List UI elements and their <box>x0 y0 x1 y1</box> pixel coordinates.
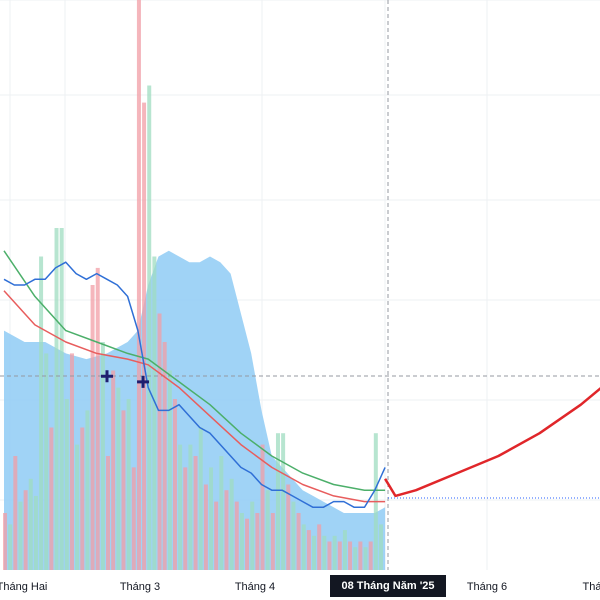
x-tick-label: Thá <box>583 581 600 593</box>
volume-bar <box>270 513 275 570</box>
projection-line <box>384 387 600 498</box>
volume-bar <box>275 433 280 570</box>
volume-bar <box>193 456 198 570</box>
volume-bar <box>162 342 167 570</box>
volume-bar <box>332 535 337 570</box>
volume-bar <box>106 456 111 570</box>
volume-bar <box>13 456 18 570</box>
cursor-label: 08 Tháng Năm '25 <box>330 575 446 597</box>
x-tick-label: Tháng Hai <box>0 581 47 593</box>
volume-bar <box>312 535 317 570</box>
volume-bar <box>281 433 286 570</box>
volume-bar <box>64 399 69 570</box>
ma-line-green <box>3 250 386 491</box>
volume-bar <box>59 228 64 570</box>
volume-bar <box>327 541 332 570</box>
volume-bar <box>358 541 363 570</box>
volume-bar <box>378 524 383 570</box>
volume-bar <box>121 410 126 570</box>
volume-bar <box>90 285 95 570</box>
volume-bar <box>178 444 183 570</box>
volume-bar <box>219 456 224 570</box>
volume-bar <box>69 353 74 570</box>
volume-bar <box>23 490 28 570</box>
volume-bar <box>18 501 23 570</box>
volume-bar <box>188 444 193 570</box>
volume-bar <box>49 427 54 570</box>
volume-bar <box>198 427 203 570</box>
volume-bar <box>44 353 49 570</box>
volume-bar <box>172 399 177 570</box>
volume-bar <box>8 524 13 570</box>
volume-bar <box>80 427 85 570</box>
volume-bar <box>131 467 136 570</box>
x-tick-label: Tháng 3 <box>120 581 160 593</box>
volume-bar <box>229 478 234 570</box>
volume-bar <box>167 370 172 570</box>
volume-bar <box>111 370 116 570</box>
volume-bar <box>85 410 90 570</box>
blue-series-line <box>3 261 386 509</box>
x-tick-label: Tháng 4 <box>235 581 275 593</box>
volume-bar <box>353 547 358 570</box>
volume-bar <box>234 501 239 570</box>
volume-bar <box>260 444 265 570</box>
x-tick-label: Tháng 6 <box>467 581 507 593</box>
volume-bar <box>363 547 368 570</box>
volume-bar <box>291 501 296 570</box>
volume-bar <box>250 501 255 570</box>
volume-bar <box>239 513 244 570</box>
volume-bar <box>224 490 229 570</box>
volume-bar <box>286 484 291 570</box>
volume-bar <box>255 513 260 570</box>
volume-bar <box>245 518 250 570</box>
volume-bar <box>100 342 105 570</box>
cross-marker <box>101 370 113 383</box>
volume-bar <box>317 524 322 570</box>
volume-bar <box>33 495 38 570</box>
volume-bar <box>136 0 141 570</box>
volume-bar <box>95 267 100 570</box>
volume-bar <box>28 478 33 570</box>
volume-bar <box>3 513 8 570</box>
volume-bar <box>368 541 373 570</box>
volume-bar <box>322 535 327 570</box>
volume-bar <box>301 524 306 570</box>
volume-bar <box>116 387 121 570</box>
volume-bar <box>39 256 44 570</box>
volume-bar <box>296 513 301 570</box>
volume-bar <box>54 228 59 570</box>
volume-bar <box>337 541 342 570</box>
volume-bar <box>203 484 208 570</box>
volume-bar <box>152 256 157 570</box>
volume-bar <box>209 467 214 570</box>
volume-bar <box>214 501 219 570</box>
volume-bar <box>265 490 270 570</box>
volume-bar <box>126 399 131 570</box>
volume-bar <box>348 541 353 570</box>
ma-line-red <box>3 290 386 503</box>
volume-bar <box>147 85 152 570</box>
volume-bar <box>183 467 188 570</box>
volume-bar <box>157 313 162 570</box>
volume-bar <box>75 444 80 570</box>
volume-bar <box>142 102 147 570</box>
volume-bar <box>342 530 347 570</box>
volume-bar <box>306 530 311 570</box>
cross-marker <box>137 375 150 388</box>
